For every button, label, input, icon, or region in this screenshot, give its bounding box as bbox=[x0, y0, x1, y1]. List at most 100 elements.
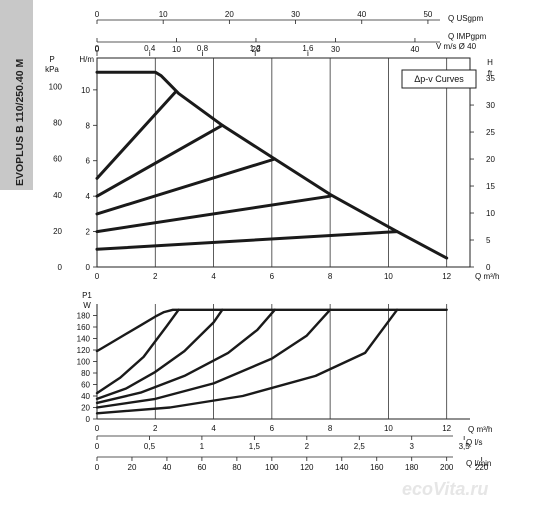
pressure-tick-label: 40 bbox=[53, 191, 62, 200]
top-aux-tick-label: 10 bbox=[159, 10, 168, 19]
head-x-tick-label: 4 bbox=[211, 272, 216, 281]
power-curve-dpv-1 bbox=[95, 308, 180, 395]
top-aux-tick-label: 20 bbox=[252, 45, 261, 54]
top-aux-tick-label: 50 bbox=[423, 10, 432, 19]
power-x-tick-label: 10 bbox=[384, 424, 393, 433]
power-x-axis-unit: Q m³/h bbox=[468, 425, 492, 434]
power-y-tick-label: 120 bbox=[77, 346, 91, 355]
top-aux-tick-label: 40 bbox=[410, 45, 419, 54]
power-curve-max bbox=[95, 308, 448, 353]
power-x-tick-label: 8 bbox=[328, 424, 333, 433]
power-axis-symbol: P1 bbox=[82, 291, 92, 300]
pressure-tick-label: 0 bbox=[58, 263, 63, 272]
head-y-tick-label: 0 bbox=[86, 263, 91, 272]
feet-tick-label: 10 bbox=[486, 209, 495, 218]
bottom-aux-tick-label: 80 bbox=[232, 463, 241, 472]
bottom-aux-tick-label: 120 bbox=[300, 463, 314, 472]
power-curve-dpv-3 bbox=[95, 308, 276, 405]
feet-tick-label: 20 bbox=[486, 155, 495, 164]
head-y-tick-label: 6 bbox=[86, 157, 91, 166]
power-y-tick-label: 80 bbox=[81, 369, 90, 378]
head-y-tick-label: 8 bbox=[86, 121, 91, 130]
legend-box bbox=[401, 69, 477, 89]
bottom-aux-tick-label: 3 bbox=[409, 442, 414, 451]
head-axis-unit: H/m bbox=[79, 55, 94, 64]
power-x-tick-label: 12 bbox=[442, 424, 451, 433]
feet-tick-label: 15 bbox=[486, 182, 495, 191]
head-y-tick-label: 10 bbox=[81, 86, 90, 95]
power-y-tick-label: 0 bbox=[86, 415, 91, 424]
top-aux-axis-unit: Q USgpm bbox=[448, 14, 483, 23]
power-x-tick-label: 4 bbox=[211, 424, 216, 433]
watermark: ecoVita.ru bbox=[402, 479, 488, 499]
bottom-aux-tick-label: 1 bbox=[200, 442, 205, 451]
power-y-tick-label: 100 bbox=[77, 358, 91, 367]
pressure-axis-unit: kPa bbox=[45, 65, 59, 74]
feet-axis-symbol: H bbox=[487, 58, 493, 67]
top-aux-tick-label: 10 bbox=[172, 45, 181, 54]
feet-axis-unit: ft bbox=[488, 69, 493, 78]
top-aux-tick-label: 30 bbox=[291, 10, 300, 19]
top-aux-tick-label: 30 bbox=[331, 45, 340, 54]
head-curve-dpv-4 bbox=[95, 194, 332, 234]
pressure-tick-label: 60 bbox=[53, 155, 62, 164]
head-curve-dpv-5 bbox=[95, 230, 399, 251]
bottom-aux-tick-label: 2 bbox=[305, 442, 310, 451]
head-x-tick-label: 8 bbox=[328, 272, 333, 281]
bottom-aux-tick-label: 0,5 bbox=[144, 442, 156, 451]
top-aux-tick-label: 1,2 bbox=[250, 44, 262, 53]
bottom-aux-tick-label: 60 bbox=[197, 463, 206, 472]
model-label: EVOPLUS B 110/250.40 M bbox=[14, 59, 26, 186]
head-y-tick-label: 2 bbox=[86, 228, 91, 237]
feet-tick-label: 0 bbox=[486, 263, 491, 272]
bottom-aux-tick-label: 40 bbox=[162, 463, 171, 472]
head-x-axis-unit: Q m³/h bbox=[475, 272, 499, 281]
power-y-tick-label: 160 bbox=[77, 323, 91, 332]
pressure-tick-label: 80 bbox=[53, 119, 62, 128]
feet-tick-label: 30 bbox=[486, 101, 495, 110]
model-sidebar bbox=[0, 0, 33, 190]
head-curve-max bbox=[95, 70, 449, 260]
top-aux-tick-label: 0 bbox=[95, 10, 100, 19]
top-aux-axis-unit: V m/s Ø 40 bbox=[436, 42, 477, 51]
pressure-tick-label: 20 bbox=[53, 227, 62, 236]
legend-label: Δp-v Curves bbox=[414, 74, 464, 84]
bottom-aux-tick-label: 1,5 bbox=[249, 442, 261, 451]
feet-tick-label: 25 bbox=[486, 128, 495, 137]
head-curve-chart: 0 2 4 6 8 10 120246810020406080100051015202530… bbox=[45, 10, 499, 281]
pressure-tick-label: 100 bbox=[49, 82, 63, 91]
bottom-aux-axis-unit: Q l/min bbox=[466, 459, 491, 468]
bottom-aux-tick-label: 160 bbox=[370, 463, 384, 472]
top-aux-tick-label: 1,6 bbox=[302, 44, 314, 53]
bottom-aux-tick-label: 2,5 bbox=[354, 442, 366, 451]
pressure-axis-symbol: P bbox=[49, 55, 54, 64]
head-plot-frame bbox=[96, 57, 471, 268]
bottom-aux-tick-label: 0 bbox=[95, 442, 100, 451]
top-aux-tick-label: 20 bbox=[225, 10, 234, 19]
feet-tick-label: 5 bbox=[486, 236, 491, 245]
power-y-tick-label: 140 bbox=[77, 335, 91, 344]
power-x-tick-label: 2 bbox=[153, 424, 158, 433]
top-aux-tick-label: 40 bbox=[357, 10, 366, 19]
power-y-tick-label: 180 bbox=[77, 312, 91, 321]
power-x-tick-label: 6 bbox=[270, 424, 275, 433]
bottom-aux-tick-label: 3,5 bbox=[459, 442, 471, 451]
bottom-aux-tick-label: 180 bbox=[405, 463, 419, 472]
power-curve-dpv-4 bbox=[95, 308, 332, 409]
top-aux-axis-unit: Q IMPgpm bbox=[448, 32, 487, 41]
head-x-tick-label: 10 bbox=[384, 272, 393, 281]
head-x-tick-label: 2 bbox=[153, 272, 158, 281]
top-aux-tick-label: 0 bbox=[95, 44, 100, 53]
bottom-aux-tick-label: 0 bbox=[95, 463, 100, 472]
head-curve-dpv-3 bbox=[95, 157, 277, 216]
bottom-aux-tick-label: 140 bbox=[335, 463, 349, 472]
bottom-aux-tick-label: 200 bbox=[440, 463, 454, 472]
top-aux-tick-label: 0,4 bbox=[144, 44, 156, 53]
power-curve-dpv-5 bbox=[95, 308, 399, 415]
top-aux-tick-label: 0 bbox=[95, 45, 100, 54]
head-curve-dpv-1 bbox=[95, 90, 178, 180]
power-y-tick-label: 40 bbox=[81, 392, 90, 401]
power-y-tick-label: 60 bbox=[81, 381, 90, 390]
